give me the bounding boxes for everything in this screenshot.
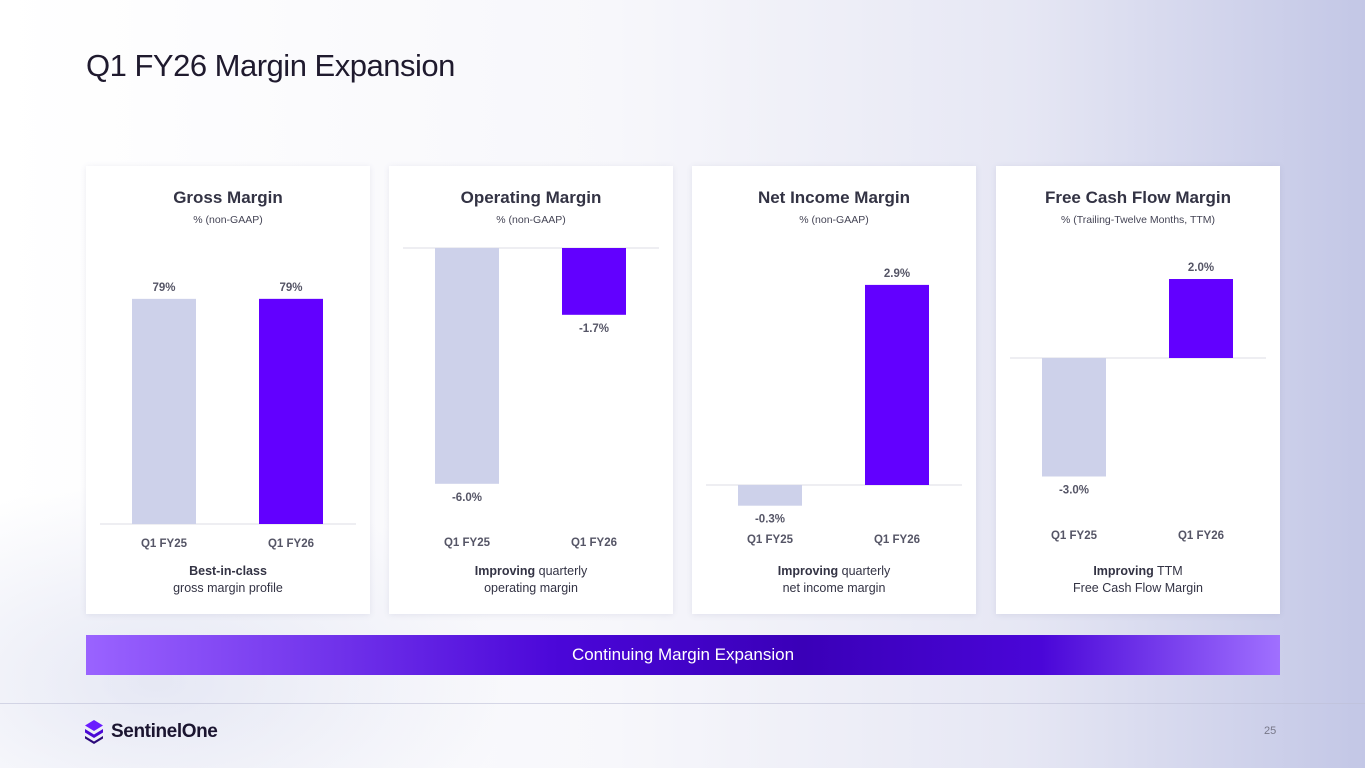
category-label: Q1 FY25 (1051, 530, 1098, 542)
category-label: Q1 FY26 (874, 534, 920, 546)
data-label: 2.9% (884, 268, 910, 280)
footer-divider (0, 703, 1365, 704)
caption-normal: TTM (1153, 564, 1183, 578)
net-income-margin-chart: -0.3% Q1 FY25 2.9% Q1 FY26 (706, 268, 962, 546)
category-label: Q1 FY25 (141, 538, 188, 550)
chart-caption: Improving quarterly operating margin (389, 563, 673, 597)
category-label: Q1 FY25 (444, 537, 491, 549)
free-cash-flow-margin-card: Free Cash Flow Margin % (Trailing-Twelve… (996, 166, 1280, 614)
chart-subtitle: % (non-GAAP) (193, 214, 263, 226)
bar-q1-fy25 (435, 248, 499, 484)
category-label: Q1 FY26 (571, 537, 617, 549)
page-title: Q1 FY26 Margin Expansion (86, 48, 455, 83)
caption-normal: quarterly (838, 564, 891, 578)
caption-bold: Improving (777, 564, 839, 578)
gross-margin-chart: 79% Q1 FY25 79% Q1 FY26 (100, 282, 356, 550)
data-label: -0.3% (755, 514, 785, 526)
chart-caption: Best-in-class gross margin profile (86, 563, 370, 597)
bar-q1-fy26 (865, 284, 929, 485)
data-label: -3.0% (1059, 485, 1089, 497)
chart-caption: Improving TTM Free Cash Flow Margin (996, 563, 1280, 597)
chart-subtitle: % (non-GAAP) (496, 214, 566, 226)
data-label: -6.0% (452, 492, 482, 504)
caption-line2: gross margin profile (173, 581, 283, 595)
gross-margin-card: Gross Margin % (non-GAAP) 79% Q1 FY25 79% Q… (86, 166, 370, 614)
chart-caption: Improving quarterly net income margin (692, 563, 976, 597)
chart-title: Free Cash Flow Margin (1044, 188, 1232, 207)
data-label: -1.7% (579, 323, 609, 335)
bar-q1-fy25 (1042, 358, 1106, 477)
chart-title: Gross Margin (173, 188, 283, 207)
bar-q1-fy26 (1169, 279, 1233, 358)
logo-text: SentinelOne (111, 721, 218, 742)
summary-banner: Continuing Margin Expansion (86, 635, 1280, 675)
caption-normal: quarterly (535, 564, 588, 578)
category-label: Q1 FY25 (747, 534, 794, 546)
bar-q1-fy25 (132, 298, 196, 524)
free-cash-flow-margin-chart: -3.0% Q1 FY25 2.0% Q1 FY26 (1010, 262, 1266, 542)
sentinelone-logo-icon (85, 720, 103, 744)
chart-subtitle: % (non-GAAP) (799, 214, 869, 226)
bar-q1-fy26 (259, 298, 323, 524)
sentinelone-logo: SentinelOne (84, 719, 218, 745)
chart-title: Operating Margin (460, 188, 602, 207)
caption-bold: Best-in-class (189, 564, 267, 578)
data-label: 79% (152, 282, 175, 294)
bar-q1-fy25 (738, 485, 802, 506)
page-number: 25 (1264, 725, 1277, 737)
net-income-margin-card: Net Income Margin % (non-GAAP) -0.3% Q1 F… (692, 166, 976, 614)
caption-line2: Free Cash Flow Margin (1073, 581, 1203, 595)
bar-q1-fy26 (562, 248, 626, 315)
category-label: Q1 FY26 (268, 538, 314, 550)
caption-line2: net income margin (782, 581, 886, 595)
data-label: 79% (279, 282, 302, 294)
caption-bold: Improving (474, 564, 536, 578)
caption-line2: operating margin (484, 581, 578, 595)
data-label: 2.0% (1188, 262, 1214, 274)
chart-title: Net Income Margin (757, 188, 911, 207)
operating-margin-chart: -6.0% Q1 FY25 -1.7% Q1 FY26 (403, 247, 659, 549)
caption-bold: Improving (1093, 564, 1154, 578)
category-label: Q1 FY26 (1178, 530, 1224, 542)
chart-subtitle: % (Trailing-Twelve Months, TTM) (1060, 214, 1216, 226)
operating-margin-card: Operating Margin % (non-GAAP) -6.0% Q1 FY… (389, 166, 673, 614)
